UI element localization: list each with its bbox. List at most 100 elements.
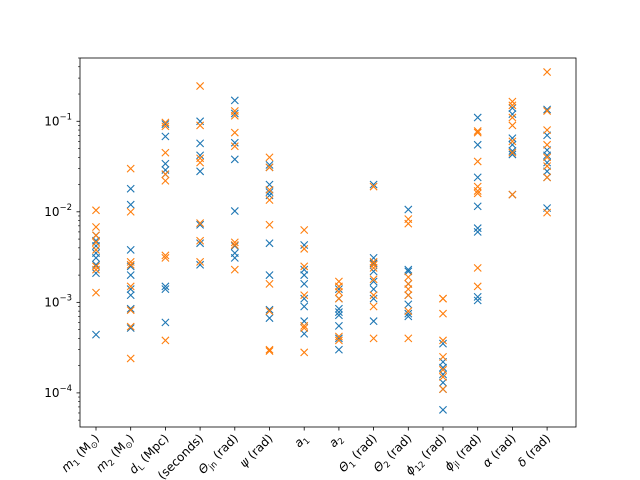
data-point: [473, 227, 482, 236]
data-point: [92, 245, 100, 254]
data-point: [230, 207, 239, 216]
data-point: [230, 238, 239, 247]
data-point: [404, 334, 413, 343]
data-point: [508, 140, 517, 149]
data-point: [300, 324, 309, 333]
data-point: [230, 249, 239, 258]
data-point: [196, 219, 205, 228]
data-point: [161, 282, 170, 291]
data-point: [300, 241, 309, 249]
data-point: [300, 329, 309, 338]
data-point: [92, 269, 100, 278]
data-point: [230, 155, 239, 164]
data-point: [543, 140, 552, 149]
data-point: [126, 200, 135, 209]
data-point: [265, 239, 274, 248]
data-point: [369, 294, 378, 303]
data-point: [404, 215, 413, 224]
data-point: [126, 354, 135, 363]
data-point: [92, 238, 100, 247]
data-point: [473, 202, 482, 211]
data-point: [196, 257, 205, 266]
data-point: [334, 308, 343, 317]
data-point: [161, 285, 170, 294]
data-point: [161, 122, 170, 131]
data-point: [300, 225, 309, 234]
data-point: [300, 291, 309, 300]
data-point: [265, 185, 274, 194]
data-point: [265, 160, 274, 169]
data-point: [265, 163, 274, 172]
data-point: [300, 302, 309, 311]
data-point: [508, 104, 517, 113]
series-2: [92, 68, 552, 394]
data-point: [300, 348, 309, 357]
data-point: [508, 150, 517, 159]
data-point: [473, 113, 482, 122]
data-point: [508, 146, 517, 155]
data-point: [334, 345, 343, 354]
data-point: [439, 352, 447, 361]
data-point: [230, 96, 239, 105]
data-point: [473, 173, 482, 182]
data-point: [161, 253, 170, 262]
data-point: [508, 101, 517, 110]
data-point: [161, 170, 170, 179]
data-point: [334, 311, 343, 320]
data-point: [126, 306, 135, 315]
axes-frame: [79, 57, 577, 428]
data-point: [508, 97, 517, 106]
data-point: [196, 121, 205, 130]
data-point: [439, 336, 447, 345]
data-point: [300, 265, 309, 274]
data-point: [404, 300, 413, 309]
data-point: [161, 251, 170, 260]
data-point: [473, 182, 482, 191]
data-point: [230, 106, 239, 115]
data-point: [300, 321, 309, 330]
data-point: [369, 275, 378, 284]
data-point: [126, 257, 135, 266]
data-point: [439, 339, 447, 348]
data-point: [196, 239, 205, 248]
data-point: [439, 363, 447, 372]
data-point: [300, 294, 309, 303]
data-point: [265, 314, 274, 323]
data-point: [508, 110, 517, 119]
data-point: [126, 291, 135, 300]
data-point: [92, 249, 100, 258]
data-point: [126, 282, 135, 291]
data-point: [473, 292, 482, 301]
data-point: [543, 173, 552, 182]
data-point: [369, 302, 378, 311]
data-point: [230, 241, 239, 249]
data-point: [334, 332, 343, 341]
data-point: [369, 260, 378, 269]
data-point: [369, 257, 378, 266]
data-point: [161, 132, 170, 141]
data-point: [265, 271, 274, 280]
y-axis: 10−4 10−3 10−2 10−1: [44, 57, 80, 421]
data-point: [126, 164, 135, 173]
data-point: [404, 205, 413, 214]
data-point: [439, 385, 447, 394]
data-point: [508, 113, 517, 122]
data-point: [369, 317, 378, 326]
data-point: [404, 273, 413, 282]
data-point: [196, 236, 205, 245]
data-point: [404, 265, 413, 274]
y-tick-label: 10−2: [44, 203, 72, 219]
data-point: [265, 188, 274, 197]
data-point: [161, 176, 170, 185]
y-tick-label: 10−3: [44, 293, 72, 309]
data-point: [265, 307, 274, 316]
data-point: [334, 334, 343, 343]
data-point: [196, 167, 205, 176]
data-point: [439, 365, 447, 374]
data-point: [92, 231, 100, 240]
data-point: [92, 265, 100, 274]
data-point: [473, 127, 482, 136]
data-point: [300, 244, 309, 253]
data-point: [126, 271, 135, 280]
